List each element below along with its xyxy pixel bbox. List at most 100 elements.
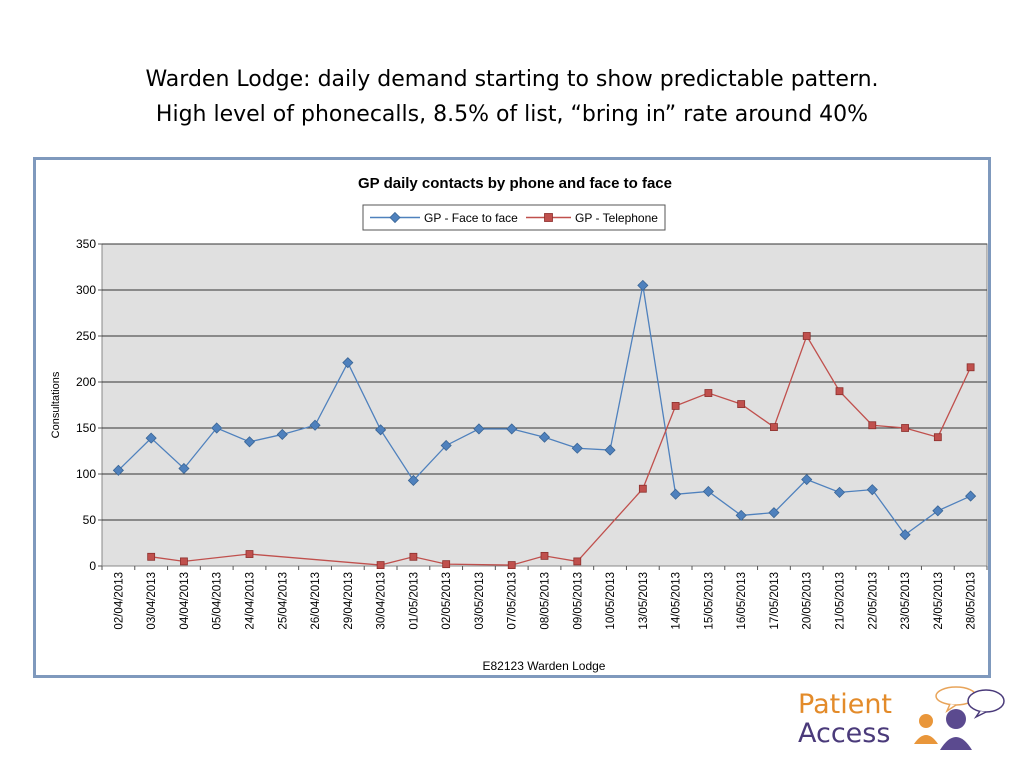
x-tick-label: 01/05/2013 — [408, 572, 420, 630]
y-axis-label: Consultations — [50, 371, 62, 438]
y-tick-label: 0 — [89, 559, 96, 573]
slide-title-line-1: Warden Lodge: daily demand starting to s… — [145, 67, 879, 92]
chart-title: GP daily contacts by phone and face to f… — [358, 175, 672, 192]
data-point-gp-telephone — [868, 421, 877, 430]
patient-access-logo: Patient Access — [798, 686, 1010, 758]
data-point-gp-telephone — [835, 387, 844, 396]
x-tick-label: 03/05/2013 — [474, 572, 486, 630]
data-point-gp-telephone — [442, 560, 451, 569]
x-tick-label: 02/04/2013 — [113, 572, 125, 630]
data-point-gp-face-to-face — [702, 485, 714, 498]
x-tick-label: 13/05/2013 — [638, 572, 650, 630]
data-point-gp-face-to-face — [276, 428, 288, 441]
data-point-gp-face-to-face — [604, 444, 616, 456]
data-point-gp-telephone — [802, 332, 811, 340]
people-speech-bubbles-icon — [914, 686, 1005, 750]
y-tick-label: 350 — [76, 237, 96, 251]
data-point-gp-telephone — [507, 561, 516, 569]
x-tick-label: 30/04/2013 — [376, 572, 388, 630]
data-point-gp-face-to-face — [801, 473, 813, 486]
y-tick-label: 100 — [76, 467, 96, 481]
data-point-gp-face-to-face — [112, 464, 124, 476]
y-tick-label: 150 — [76, 421, 96, 435]
data-point-gp-face-to-face — [178, 462, 190, 475]
data-point-gp-face-to-face — [899, 529, 911, 541]
x-tick-label: 03/04/2013 — [146, 572, 158, 630]
data-point-gp-telephone — [704, 389, 713, 397]
x-tick-label: 07/05/2013 — [507, 572, 519, 630]
x-tick-label: 26/04/2013 — [310, 572, 322, 630]
data-point-gp-face-to-face — [407, 474, 419, 487]
legend-label-face-to-face: GP - Face to face — [424, 211, 518, 225]
x-tick-label: 21/05/2013 — [835, 572, 847, 630]
data-point-gp-face-to-face — [735, 509, 747, 521]
data-point-gp-telephone — [966, 363, 975, 372]
plot-area — [101, 243, 988, 567]
x-tick-label: 28/05/2013 — [966, 572, 978, 630]
data-point-gp-telephone — [737, 400, 746, 408]
chart-frame: GP daily contacts by phone and face to f… — [33, 157, 991, 678]
x-tick-label: 14/05/2013 — [671, 572, 683, 630]
data-point-gp-telephone — [901, 424, 909, 432]
x-tick-label: 04/04/2013 — [179, 572, 191, 630]
y-tick-label: 250 — [76, 329, 96, 343]
logo-word-access: Access — [798, 718, 891, 749]
series-line-gp-telephone — [151, 334, 972, 566]
x-tick-label: 08/05/2013 — [540, 572, 552, 630]
x-tick-label: 05/04/2013 — [212, 572, 224, 630]
data-point-gp-face-to-face — [768, 507, 780, 519]
data-point-gp-face-to-face — [670, 488, 682, 500]
data-point-gp-telephone — [409, 552, 418, 561]
y-tick-label: 300 — [76, 283, 96, 297]
line-chart: GP daily contacts by phone and face to f… — [50, 175, 988, 673]
x-tick-label: 24/05/2013 — [933, 572, 945, 630]
x-tick-label: 15/05/2013 — [703, 572, 715, 630]
x-tick-label: 23/05/2013 — [900, 572, 912, 630]
logo-text: Patient Access — [798, 690, 892, 748]
legend-label-telephone: GP - Telephone — [575, 211, 658, 225]
data-point-gp-telephone — [180, 557, 188, 566]
x-tick-label: 25/04/2013 — [277, 572, 289, 630]
data-point-gp-telephone — [147, 552, 156, 561]
data-point-gp-face-to-face — [440, 439, 452, 452]
data-point-gp-face-to-face — [965, 490, 977, 502]
data-point-gp-telephone — [770, 423, 778, 431]
logo-word-patient: Patient — [798, 689, 893, 720]
slide-title-line-2: High level of phonecalls, 8.5% of list, … — [155, 102, 869, 127]
x-tick-label: 02/05/2013 — [441, 572, 453, 630]
legend-marker-telephone — [544, 213, 553, 222]
x-tick-label: 10/05/2013 — [605, 572, 617, 630]
slide-title: Warden Lodge: daily demand starting to s… — [0, 62, 1024, 132]
x-tick-label: 24/04/2013 — [245, 572, 257, 630]
series-markers — [112, 279, 977, 569]
data-point-gp-face-to-face — [375, 424, 387, 436]
data-point-gp-face-to-face — [211, 422, 223, 434]
data-point-gp-face-to-face — [866, 484, 878, 496]
x-tick-label: 16/05/2013 — [736, 572, 748, 630]
data-point-gp-face-to-face — [833, 486, 846, 498]
x-tick-label: 22/05/2013 — [867, 572, 879, 630]
legend-marker-face-to-face — [389, 211, 401, 224]
data-point-gp-face-to-face — [309, 419, 321, 431]
data-point-gp-face-to-face — [637, 279, 649, 291]
x-axis-label: E82123 Warden Lodge — [483, 659, 606, 673]
data-point-gp-face-to-face — [145, 432, 157, 444]
data-point-gp-face-to-face — [932, 505, 944, 517]
data-point-gp-face-to-face — [342, 357, 354, 369]
data-point-gp-telephone — [245, 550, 254, 558]
data-point-gp-face-to-face — [506, 423, 518, 435]
y-tick-label: 200 — [76, 375, 96, 389]
data-point-gp-telephone — [638, 484, 647, 493]
x-tick-label: 17/05/2013 — [769, 572, 781, 630]
y-axis-ticks: 0 50 100 150 200 250 300 350 — [76, 237, 102, 573]
chart-legend: GP - Face to face GP - Telephone — [362, 204, 666, 231]
x-tick-label: 29/04/2013 — [343, 572, 355, 630]
data-point-gp-face-to-face — [538, 431, 551, 443]
data-point-gp-face-to-face — [571, 442, 583, 454]
data-point-gp-face-to-face — [473, 423, 485, 435]
data-point-gp-telephone — [376, 561, 385, 569]
data-point-gp-face-to-face — [243, 436, 256, 448]
gridlines — [102, 243, 987, 521]
x-tick-label: 09/05/2013 — [572, 572, 584, 630]
data-point-gp-telephone — [540, 551, 549, 560]
